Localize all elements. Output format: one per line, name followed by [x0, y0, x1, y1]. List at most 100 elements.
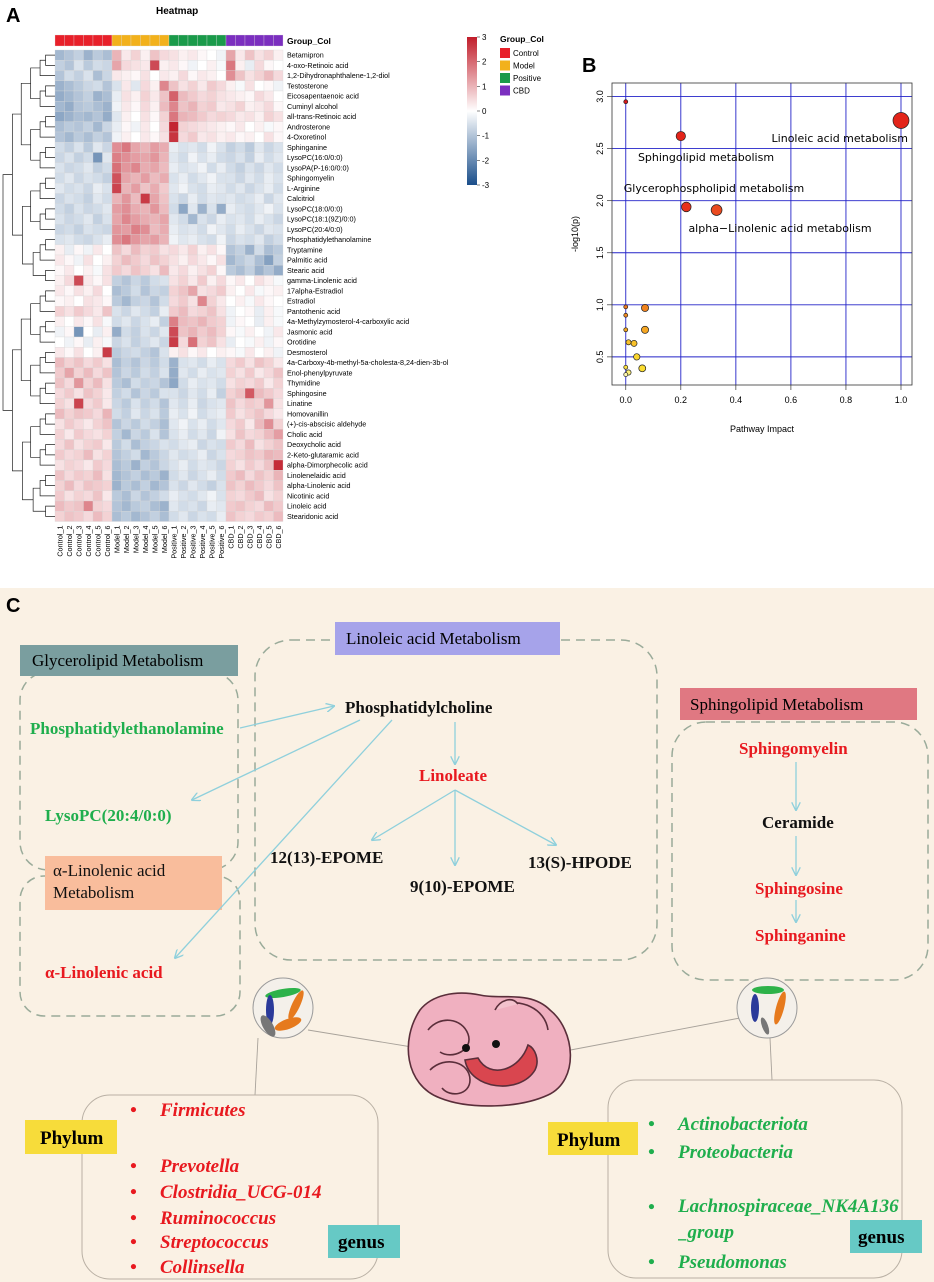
heatmap-cell	[121, 49, 132, 61]
heatmap-cell	[244, 142, 255, 153]
heatmap-cell	[121, 172, 132, 184]
heatmap-cell	[121, 408, 132, 420]
heatmap-cell	[140, 306, 151, 317]
heatmap-cell	[254, 490, 265, 502]
heatmap-cell	[235, 70, 246, 81]
heatmap-cell	[130, 111, 141, 122]
dendrogram	[30, 303, 41, 335]
heatmap-cell	[235, 388, 246, 399]
dendrogram	[45, 177, 55, 189]
taxon: Ruminococcus	[159, 1208, 276, 1229]
point	[623, 312, 629, 318]
heatmap-cell	[263, 162, 274, 174]
heatmap-cell	[254, 234, 265, 245]
heatmap-cell	[54, 101, 65, 112]
heatmap-cell	[197, 213, 208, 225]
pathway-title: α-Linolenic acid Metabolism	[53, 861, 166, 902]
heatmap-cell	[235, 408, 246, 420]
heatmap-cell	[206, 275, 217, 286]
phylum-label: Phylum	[557, 1130, 621, 1151]
heatmap-cell	[273, 70, 284, 81]
heatmap-cell	[178, 316, 189, 327]
heatmap-cell	[64, 152, 75, 163]
heatmap-cell	[102, 162, 113, 174]
heatmap-cell	[140, 377, 151, 389]
heatmap-cell	[73, 429, 84, 440]
row-label: Homovanillin	[287, 409, 328, 418]
heatmap-cell	[92, 285, 103, 297]
row-label: Sphingomyelin	[287, 174, 334, 183]
colorbar-label: -3	[482, 181, 490, 190]
heatmap-cell	[92, 234, 103, 245]
heatmap-cell	[130, 377, 141, 389]
heatmap-cell	[216, 388, 227, 399]
heatmap-cell	[111, 101, 122, 112]
heatmap-cell	[244, 275, 255, 286]
heatmap-cell	[64, 336, 75, 348]
heatmap-cell	[225, 306, 236, 317]
heatmap-cell	[235, 90, 246, 102]
heatmap-cell	[273, 275, 284, 286]
heatmap-cell	[235, 377, 246, 389]
heatmap-cell	[168, 49, 179, 61]
heatmap-cell	[254, 500, 265, 512]
heatmap-cell	[83, 183, 94, 194]
heatmap-cell	[216, 203, 227, 215]
heatmap-cell	[102, 388, 113, 399]
heatmap-cell	[83, 142, 94, 153]
heatmap-cell	[244, 459, 255, 471]
heatmap-cell	[263, 377, 274, 389]
heatmap-cell	[149, 193, 160, 204]
heatmap-cell	[197, 101, 208, 112]
heatmap-cell	[225, 347, 236, 358]
heatmap-cell	[73, 49, 84, 61]
heatmap-cell	[54, 439, 65, 450]
group-annotation	[178, 34, 189, 47]
heatmap-cell	[244, 398, 255, 409]
heatmap-cell	[130, 203, 141, 215]
heatmap-cell	[244, 224, 255, 235]
heatmap-cell	[216, 213, 227, 225]
heatmap-cell	[244, 500, 255, 512]
heatmap-cell	[111, 244, 122, 256]
dendrogram	[30, 190, 41, 223]
heatmap-cell	[102, 490, 113, 502]
heatmap-cell	[254, 347, 265, 358]
dendrogram	[39, 90, 55, 107]
heatmap-cell	[83, 357, 94, 368]
heatmap-cell	[254, 254, 265, 266]
heatmap-cell	[225, 90, 236, 102]
group-annotation	[159, 34, 170, 47]
heatmap-cell	[197, 470, 208, 481]
dendrogram	[32, 252, 46, 276]
heatmap-cell	[121, 429, 132, 440]
heatmap-cell	[92, 306, 103, 317]
heatmap-cell	[130, 193, 141, 204]
heatmap-cell	[111, 152, 122, 163]
metabolite: Ceramide	[762, 813, 834, 832]
heatmap-cell	[216, 183, 227, 194]
heatmap-cell	[149, 162, 160, 174]
heatmap-cell	[111, 377, 122, 389]
heatmap-cell	[92, 480, 103, 491]
heatmap-cell	[263, 90, 274, 102]
point	[892, 112, 910, 129]
heatmap-cell	[73, 449, 84, 461]
heatmap-cell	[149, 377, 160, 389]
heatmap-cell	[92, 398, 103, 409]
heatmap-cell	[102, 295, 113, 307]
heatmap-cell	[111, 131, 122, 143]
heatmap-cell	[225, 449, 236, 461]
heatmap-cell	[83, 490, 94, 502]
heatmap-cell	[216, 449, 227, 461]
heatmap-cell	[235, 459, 246, 471]
heatmap-cell	[168, 459, 179, 471]
heatmap-cell	[130, 224, 141, 235]
heatmap-cell	[121, 152, 132, 163]
heatmap-cell	[140, 275, 151, 286]
heatmap-cell	[102, 357, 113, 368]
heatmap-cell	[121, 470, 132, 481]
column-label: CBD_5	[264, 525, 273, 548]
heatmap-cell	[206, 49, 217, 61]
row-label: alpha-Linolenic acid	[287, 481, 351, 490]
